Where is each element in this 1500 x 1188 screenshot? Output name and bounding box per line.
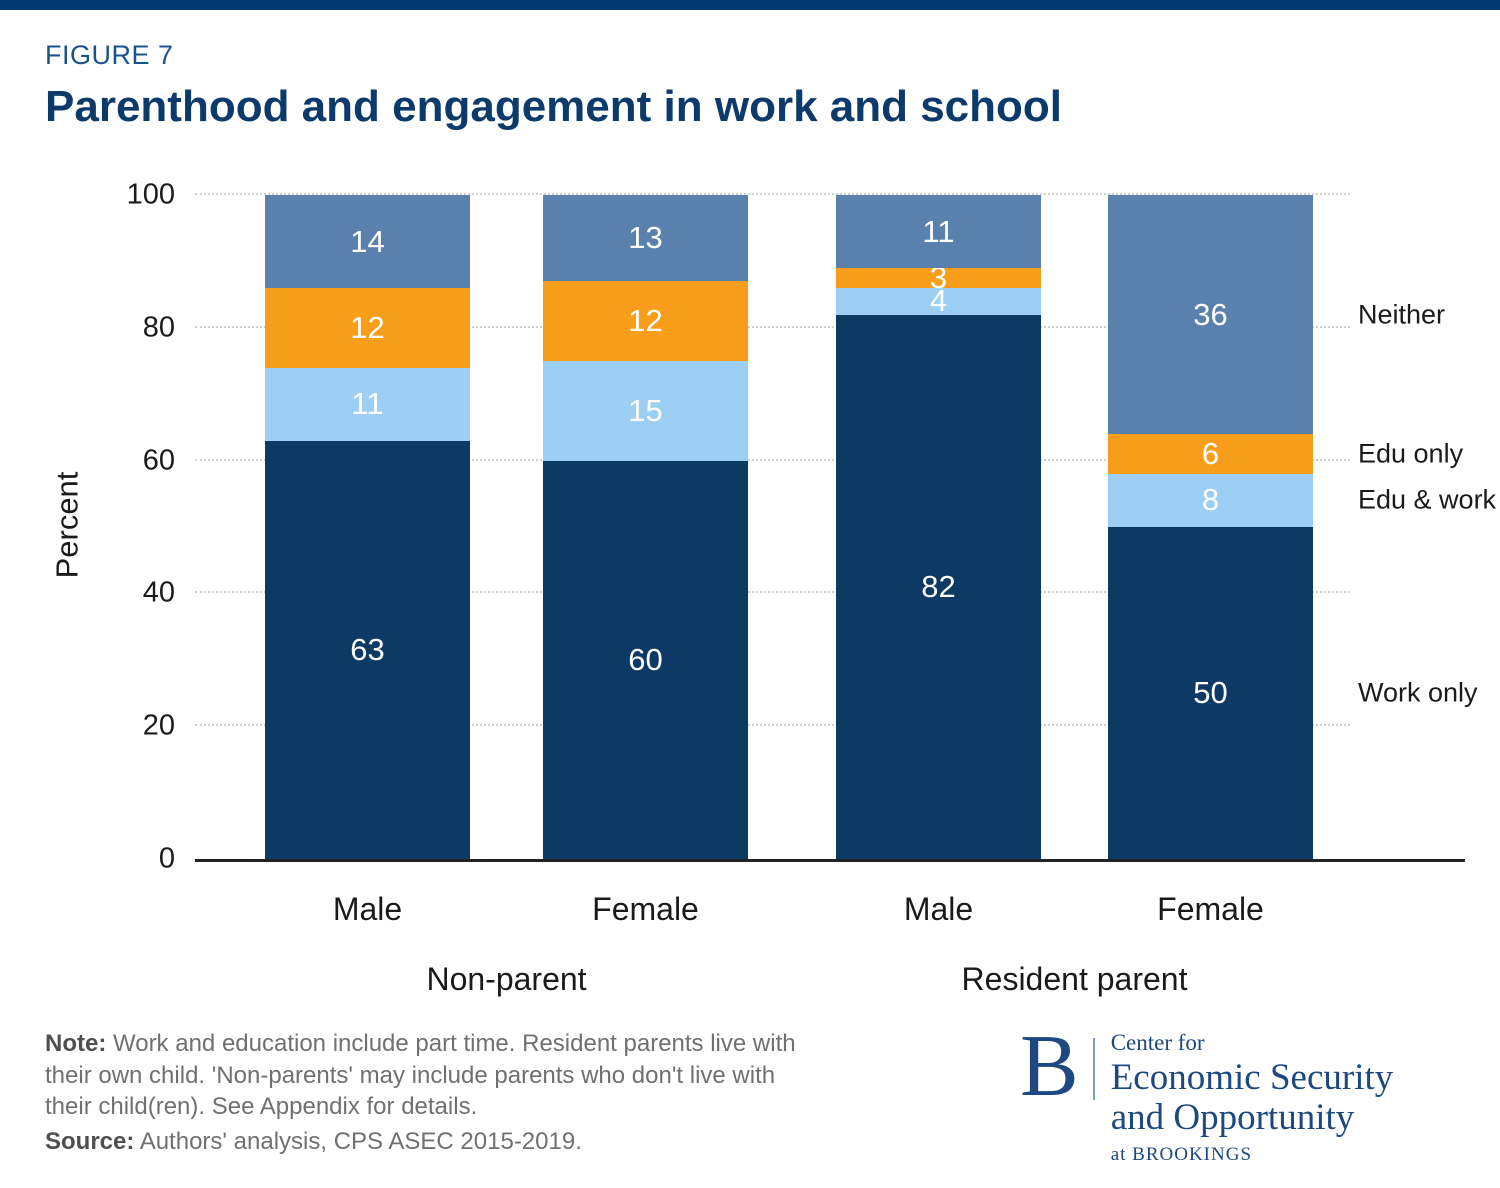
bar-male-0: 63 11 12 14 — [265, 195, 470, 859]
segment-edu-work: 15 — [543, 361, 748, 461]
logo-line-and-opportunity: and Opportunity — [1110, 1096, 1355, 1138]
gridline-100 — [195, 193, 1350, 195]
segment-neither: 14 — [265, 195, 470, 288]
segment-work-only: 60 — [543, 460, 748, 859]
bar-male-2: 82 4 3 11 — [836, 195, 1041, 859]
segment-neither: 11 — [836, 195, 1041, 269]
segment-value: 4 — [929, 283, 948, 319]
x-category-label-3: Female — [1157, 891, 1264, 927]
segment-edu-only: 12 — [265, 287, 470, 368]
group-label-resident-parent: Resident parent — [961, 961, 1188, 997]
note-label: Note: — [45, 1030, 107, 1057]
gridline-40 — [195, 591, 1350, 594]
segment-value: 3 — [929, 260, 948, 296]
segment-work-only: 50 — [1108, 527, 1313, 859]
page-title: Parenthood and engagement in work and sc… — [45, 82, 1063, 131]
top-accent-bar — [0, 0, 1500, 10]
segment-edu-only: 6 — [1108, 434, 1313, 474]
series-label-edu-work: Edu & work — [1358, 484, 1497, 515]
segment-work-only: 63 — [265, 440, 470, 859]
segment-value: 6 — [1201, 435, 1220, 471]
segment-value: 12 — [628, 303, 663, 339]
figure-label: FIGURE 7 — [45, 40, 174, 70]
gridline-80 — [195, 325, 1350, 328]
group-label-non-parent: Non-parent — [426, 961, 587, 997]
source-text: Source: Authors' analysis, CPS ASEC 2015… — [45, 1128, 582, 1156]
logo-divider — [1092, 1038, 1095, 1100]
gridline-20 — [195, 724, 1350, 727]
bar-female-3: 50 8 6 36 — [1108, 195, 1313, 859]
stacked-bar-chart: Percent 0 20 40 60 80 100 63 11 12 14 Male 60 15 12 13… — [50, 179, 1497, 998]
segment-value: 36 — [1193, 296, 1228, 332]
segment-value: 13 — [628, 220, 663, 256]
y-tick-label-40: 40 — [142, 576, 175, 609]
segment-value: 50 — [1193, 675, 1228, 710]
x-category-label-2: Male — [903, 891, 974, 927]
segment-edu-work: 11 — [265, 367, 470, 441]
segment-edu-work: 8 — [1108, 473, 1313, 527]
segment-value: 63 — [350, 631, 385, 667]
logo-line-economic-security: Economic Security — [1110, 1057, 1394, 1098]
y-tick-label-80: 80 — [142, 311, 175, 344]
segment-value: 12 — [350, 309, 385, 345]
series-label-neither: Neither — [1358, 299, 1446, 330]
y-axis-label: Percent — [49, 471, 85, 579]
y-tick-label-20: 20 — [142, 709, 175, 742]
logo-line-at-brookings: at BROOKINGS — [1110, 1143, 1253, 1165]
segment-value: 11 — [351, 386, 384, 422]
segment-value: 14 — [350, 223, 385, 259]
segment-edu-work: 4 — [836, 283, 1041, 318]
logo-line-center-for: Center for — [1110, 1030, 1205, 1055]
segment-edu-only: 3 — [836, 260, 1041, 295]
y-tick-label-0: 0 — [158, 842, 175, 875]
brookings-logo: B Center for Economic Security and Oppor… — [1020, 1018, 1394, 1166]
note-body: Work and education include part time. Re… — [45, 1030, 796, 1121]
segment-work-only: 82 — [836, 314, 1041, 859]
segment-neither: 36 — [1108, 195, 1313, 435]
y-tick-label-100: 100 — [126, 178, 175, 211]
segment-neither: 13 — [543, 195, 748, 282]
source-body: Authors' analysis, CPS ASEC 2015-2019. — [139, 1128, 582, 1155]
segment-value: 11 — [922, 213, 955, 249]
brookings-b-icon: B — [1020, 1018, 1079, 1115]
series-label-edu-only: Edu only — [1358, 438, 1464, 469]
bar-female-1: 60 15 12 13 — [543, 195, 748, 859]
gridline-60 — [195, 458, 1350, 461]
source-label: Source: — [45, 1128, 135, 1155]
y-tick-label-60: 60 — [142, 444, 175, 477]
x-category-label-1: Female — [592, 891, 699, 927]
note-text: Note: Work and education include part ti… — [45, 1028, 875, 1123]
segment-value: 60 — [628, 641, 663, 677]
segment-value: 82 — [921, 568, 956, 604]
logo-text: Center for Economic Security and Opportu… — [1111, 1030, 1394, 1166]
segment-value: 8 — [1201, 482, 1220, 518]
x-category-label-0: Male — [332, 891, 403, 927]
segment-value: 15 — [628, 392, 663, 428]
series-label-work-only: Work only — [1358, 677, 1478, 708]
segment-edu-only: 12 — [543, 281, 748, 362]
